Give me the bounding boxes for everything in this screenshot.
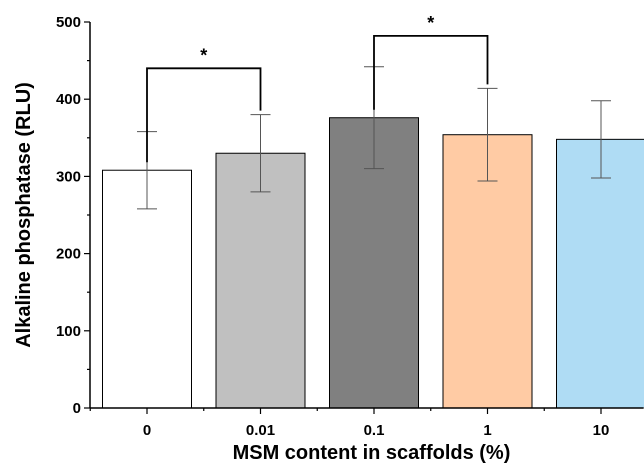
y-tick-label: 0: [73, 400, 81, 417]
x-tick-label: 0: [143, 422, 151, 439]
axes-layer: 0 100 200 300 400 500 0 0.01 0.1 1 10: [56, 14, 643, 439]
bar: [102, 169, 192, 409]
y-tick-label: 200: [56, 246, 81, 263]
bar: [556, 138, 644, 409]
x-tick-label: 1: [483, 422, 491, 439]
bars-layer: [102, 117, 644, 409]
x-axis-title: MSM content in scaffolds (%): [233, 442, 511, 464]
bar: [215, 152, 306, 409]
significance-star: *: [427, 13, 434, 33]
significance-star: *: [200, 45, 207, 65]
y-axis-title: Alkaline phosphatase (RLU): [13, 82, 35, 348]
y-tick-label: 300: [56, 168, 81, 185]
y-tick-label: 100: [56, 323, 81, 340]
significance-layer: **: [146, 13, 489, 163]
x-tick-label: 0.1: [364, 422, 385, 439]
x-tick-label: 10: [593, 422, 610, 439]
x-tick-label: 0.01: [246, 422, 275, 439]
y-tick-label: 400: [56, 91, 81, 108]
significance-bracket: [373, 34, 489, 110]
significance-bracket: [146, 67, 262, 163]
y-tick-label: 500: [56, 14, 81, 31]
